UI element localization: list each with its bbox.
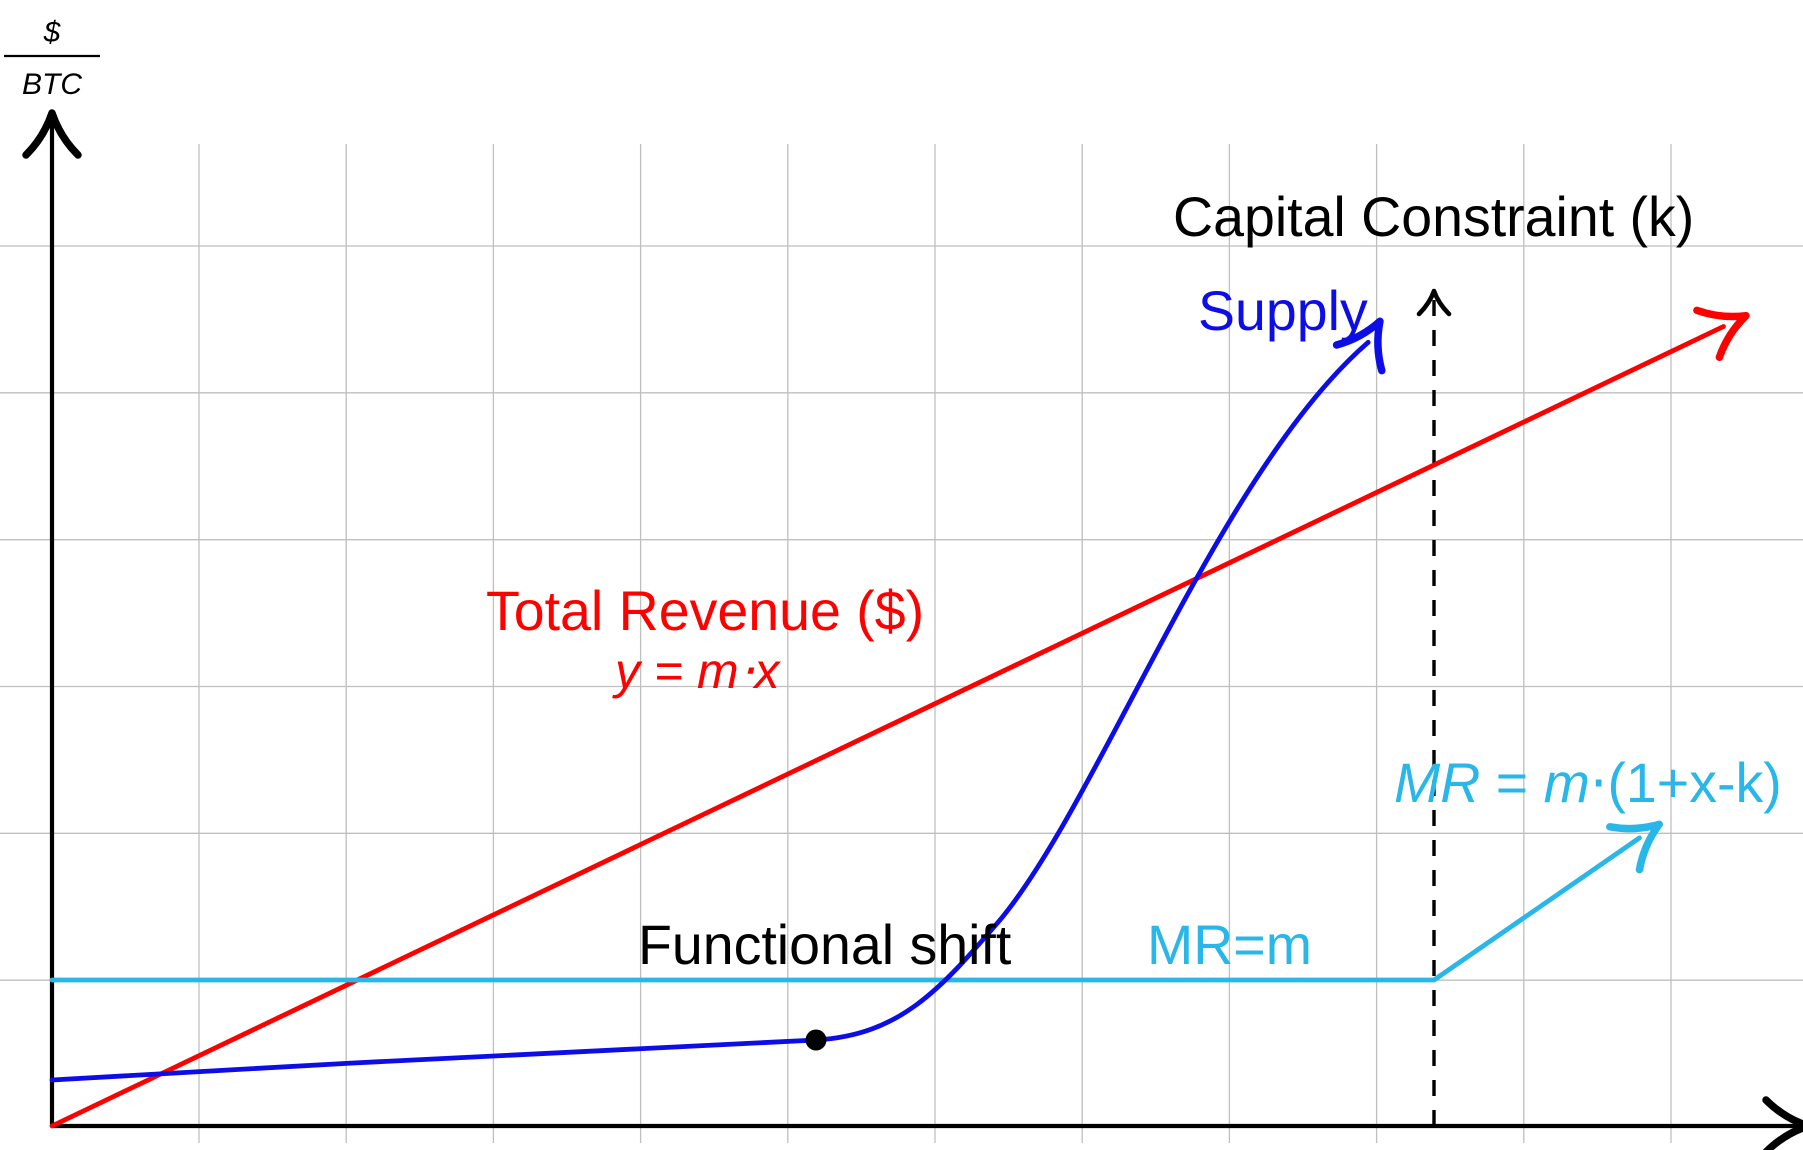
svg-text:Supply: Supply — [1198, 280, 1368, 342]
svg-text:Total Revenue ($): Total Revenue ($) — [486, 580, 924, 642]
svg-text:Capital Constraint (k): Capital Constraint (k) — [1173, 186, 1694, 248]
svg-text:Functional shift: Functional shift — [638, 914, 1012, 976]
svg-text:MR = m⋅(1+x-k): MR = m⋅(1+x-k) — [1394, 752, 1782, 814]
svg-text:y = m⋅x: y = m⋅x — [612, 643, 782, 699]
svg-text:MR=m: MR=m — [1147, 914, 1312, 976]
svg-text:BTC: BTC — [22, 68, 82, 101]
svg-text:$: $ — [43, 16, 62, 49]
